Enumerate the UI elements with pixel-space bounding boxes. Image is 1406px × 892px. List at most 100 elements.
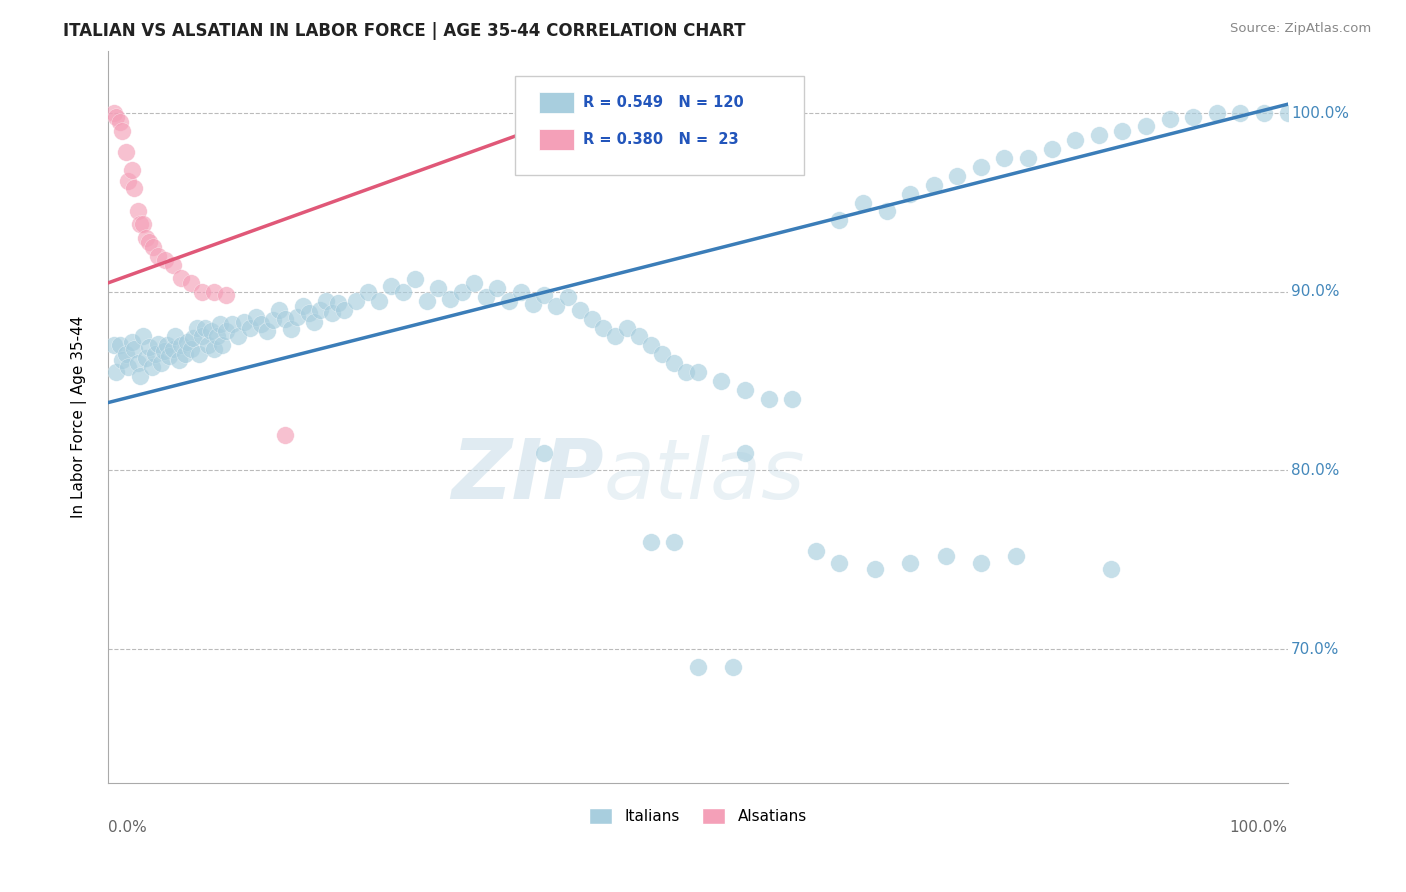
Point xyxy=(129,217,152,231)
Text: 70.0%: 70.0% xyxy=(1291,641,1340,657)
Point xyxy=(898,186,921,201)
Point xyxy=(1182,110,1205,124)
Point xyxy=(934,549,956,564)
Point xyxy=(309,302,332,317)
Point xyxy=(142,240,165,254)
Point xyxy=(392,285,415,299)
Point xyxy=(165,329,187,343)
Point xyxy=(710,374,733,388)
Text: 90.0%: 90.0% xyxy=(1291,285,1340,300)
Point xyxy=(111,124,134,138)
Point xyxy=(274,311,297,326)
Point xyxy=(245,310,267,324)
Point xyxy=(463,276,485,290)
Point xyxy=(546,299,568,313)
Point xyxy=(146,249,169,263)
Point xyxy=(186,320,208,334)
Point xyxy=(156,338,179,352)
Text: atlas: atlas xyxy=(603,435,806,516)
Point xyxy=(191,285,214,299)
Point xyxy=(121,334,143,349)
Text: 100.0%: 100.0% xyxy=(1230,820,1288,835)
Point xyxy=(129,368,152,383)
Point xyxy=(180,342,202,356)
Text: Source: ZipAtlas.com: Source: ZipAtlas.com xyxy=(1230,22,1371,36)
Point xyxy=(533,445,555,459)
Point xyxy=(876,204,898,219)
Point xyxy=(141,359,163,374)
Point xyxy=(274,427,297,442)
Point xyxy=(1088,128,1111,142)
Point xyxy=(150,356,173,370)
Point xyxy=(616,320,638,334)
Point xyxy=(176,334,198,349)
Point xyxy=(946,169,969,183)
Point xyxy=(157,349,180,363)
Point xyxy=(256,324,278,338)
Point xyxy=(828,557,851,571)
Point xyxy=(135,231,157,245)
Point xyxy=(291,299,314,313)
Point xyxy=(863,562,886,576)
Point xyxy=(1159,112,1181,126)
Point xyxy=(1229,106,1251,120)
Point xyxy=(486,281,509,295)
Point xyxy=(804,544,827,558)
Point xyxy=(415,293,437,308)
Point xyxy=(187,347,209,361)
Point xyxy=(127,204,149,219)
Point xyxy=(404,272,426,286)
Point xyxy=(202,342,225,356)
Point xyxy=(297,306,319,320)
Point xyxy=(640,535,662,549)
Point xyxy=(1099,562,1122,576)
Point xyxy=(162,258,184,272)
Point xyxy=(758,392,780,406)
Point xyxy=(581,311,603,326)
Point xyxy=(111,352,134,367)
Point xyxy=(1277,106,1299,120)
Point xyxy=(640,338,662,352)
Point xyxy=(439,292,461,306)
Point xyxy=(326,295,349,310)
FancyBboxPatch shape xyxy=(515,77,804,175)
Point xyxy=(121,163,143,178)
Point xyxy=(315,293,337,308)
Point xyxy=(114,347,136,361)
Point xyxy=(138,235,160,249)
Point xyxy=(209,317,232,331)
Point xyxy=(127,356,149,370)
Text: ITALIAN VS ALSATIAN IN LABOR FORCE | AGE 35-44 CORRELATION CHART: ITALIAN VS ALSATIAN IN LABOR FORCE | AGE… xyxy=(63,22,745,40)
Point xyxy=(304,315,326,329)
Point xyxy=(970,160,993,174)
Point xyxy=(280,322,302,336)
Text: 0.0%: 0.0% xyxy=(108,820,146,835)
Point xyxy=(828,213,851,227)
Point xyxy=(721,660,744,674)
Point xyxy=(122,342,145,356)
Text: 80.0%: 80.0% xyxy=(1291,463,1340,478)
Point xyxy=(686,660,709,674)
Point xyxy=(194,320,217,334)
Point xyxy=(427,281,450,295)
Point xyxy=(105,110,128,124)
Text: R = 0.549   N = 120: R = 0.549 N = 120 xyxy=(583,95,744,111)
Point xyxy=(1064,133,1087,147)
Point xyxy=(108,338,131,352)
Point xyxy=(568,302,591,317)
Point xyxy=(1005,549,1028,564)
Point xyxy=(522,297,544,311)
Text: R = 0.380   N =  23: R = 0.380 N = 23 xyxy=(583,132,740,147)
Y-axis label: In Labor Force | Age 35-44: In Labor Force | Age 35-44 xyxy=(72,316,87,518)
Point xyxy=(380,279,402,293)
Point xyxy=(970,557,993,571)
Point xyxy=(734,445,756,459)
Point xyxy=(509,285,531,299)
Point xyxy=(651,347,673,361)
Point xyxy=(898,557,921,571)
Point xyxy=(117,359,139,374)
Legend: Italians, Alsatians: Italians, Alsatians xyxy=(583,802,813,830)
Point xyxy=(557,290,579,304)
Point xyxy=(321,306,343,320)
Point xyxy=(221,317,243,331)
